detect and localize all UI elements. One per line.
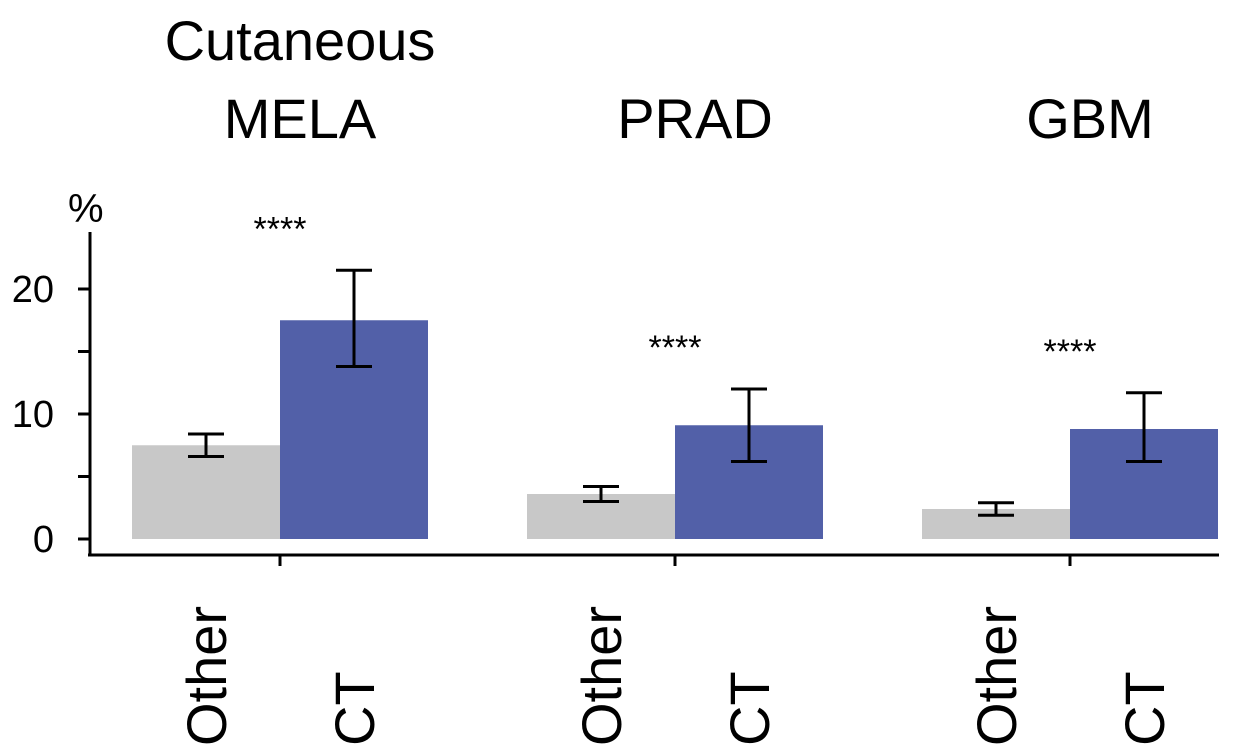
- group-title: MELA: [224, 87, 377, 150]
- group-title: GBM: [1026, 87, 1154, 150]
- bar-group: GBM Other CT ****: [922, 87, 1218, 746]
- y-tick-label: 10: [12, 394, 54, 436]
- axes: % 0 10 20: [12, 187, 1219, 561]
- y-tick-label: 20: [12, 269, 54, 311]
- category-label: CT: [323, 671, 386, 746]
- bar-group: PRAD Other CT ****: [527, 87, 823, 746]
- y-axis-unit-label: %: [68, 187, 104, 231]
- y-tick-label: 0: [33, 519, 54, 561]
- significance-marker: ****: [254, 210, 307, 248]
- bar-group: Cutaneous MELA Other CT ****: [132, 9, 435, 746]
- category-label: CT: [1113, 671, 1176, 746]
- significance-marker: ****: [649, 329, 702, 367]
- group-title: Cutaneous: [165, 9, 436, 72]
- category-label: Other: [570, 606, 633, 746]
- group-title: PRAD: [617, 87, 773, 150]
- category-label: Other: [175, 606, 238, 746]
- category-label: CT: [718, 671, 781, 746]
- significance-marker: ****: [1044, 333, 1097, 371]
- category-label: Other: [965, 606, 1028, 746]
- bar-other: [132, 445, 280, 539]
